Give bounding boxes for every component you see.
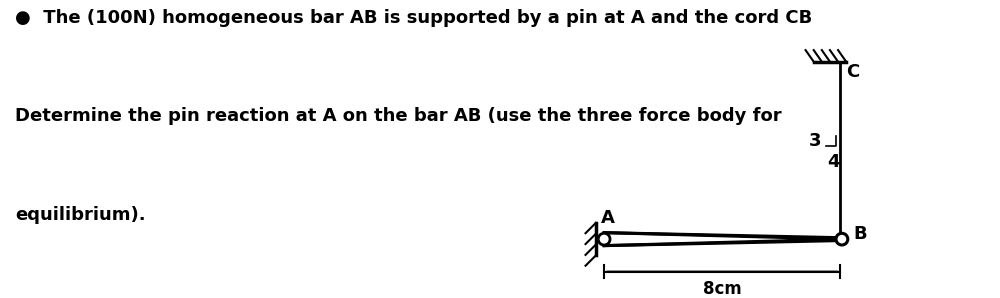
Text: ●  The (100N) homogeneous bar AB is supported by a pin at A and the cord CB: ● The (100N) homogeneous bar AB is suppo… xyxy=(15,9,812,27)
Ellipse shape xyxy=(836,233,848,245)
Circle shape xyxy=(598,233,610,245)
Text: 4: 4 xyxy=(828,153,840,171)
Text: 3: 3 xyxy=(809,132,821,150)
Text: Determine the pin reaction at A on the bar AB (use the three force body for: Determine the pin reaction at A on the b… xyxy=(15,107,782,125)
Polygon shape xyxy=(604,233,845,246)
Text: equilibrium).: equilibrium). xyxy=(15,206,146,224)
Text: C: C xyxy=(846,63,859,81)
Text: 8cm: 8cm xyxy=(703,280,742,298)
Text: B: B xyxy=(854,225,867,243)
Text: A: A xyxy=(601,209,615,227)
